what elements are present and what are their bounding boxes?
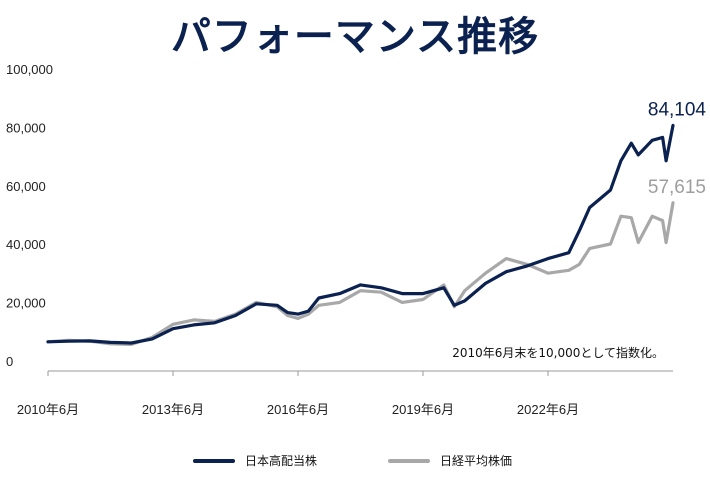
performance-chart: 0 20,000 40,000 60,000 80,000 100,000 2010年6月… [6, 62, 707, 417]
series-lines: 84,104 57,615 [46, 99, 707, 346]
legend-label-high-dividend: 日本高配当株 [245, 454, 318, 468]
x-tick-label: 2022年6月 [517, 402, 579, 417]
y-tick-label: 80,000 [6, 120, 46, 135]
x-tick-label: 2013年6月 [142, 402, 204, 417]
y-tick-label: 40,000 [6, 237, 46, 252]
x-tick-label: 2010年6月 [17, 402, 79, 417]
legend: 日本高配当株 日経平均株価 [0, 452, 710, 474]
series-line-high-dividend [46, 123, 675, 345]
chart-note: 2010年6月末を10,000として指数化。 [452, 345, 664, 360]
y-tick-label: 20,000 [6, 296, 46, 311]
end-label-nikkei: 57,615 [648, 177, 706, 198]
y-tick-label: 100,000 [6, 62, 53, 77]
y-tick-label: 0 [6, 354, 13, 369]
legend-label-nikkei: 日経平均株価 [440, 454, 513, 468]
legend-swatch-nikkei [388, 458, 430, 463]
legend-swatch-high-dividend [193, 458, 235, 463]
legend-item-high-dividend: 日本高配当株 [193, 452, 317, 469]
y-axis: 0 20,000 40,000 60,000 80,000 100,000 [6, 62, 53, 369]
legend-item-nikkei: 日経平均株価 [388, 452, 512, 469]
end-label-high-dividend: 84,104 [648, 99, 707, 120]
series-line-nikkei [46, 201, 675, 346]
chart-title: パフォーマンス推移 [170, 14, 540, 60]
y-tick-label: 60,000 [6, 179, 46, 194]
x-axis: 2010年6月 2013年6月 2016年6月 2019年6月 2022年6月 [17, 370, 673, 417]
x-tick-label: 2016年6月 [267, 402, 329, 417]
x-tick-label: 2019年6月 [392, 402, 454, 417]
